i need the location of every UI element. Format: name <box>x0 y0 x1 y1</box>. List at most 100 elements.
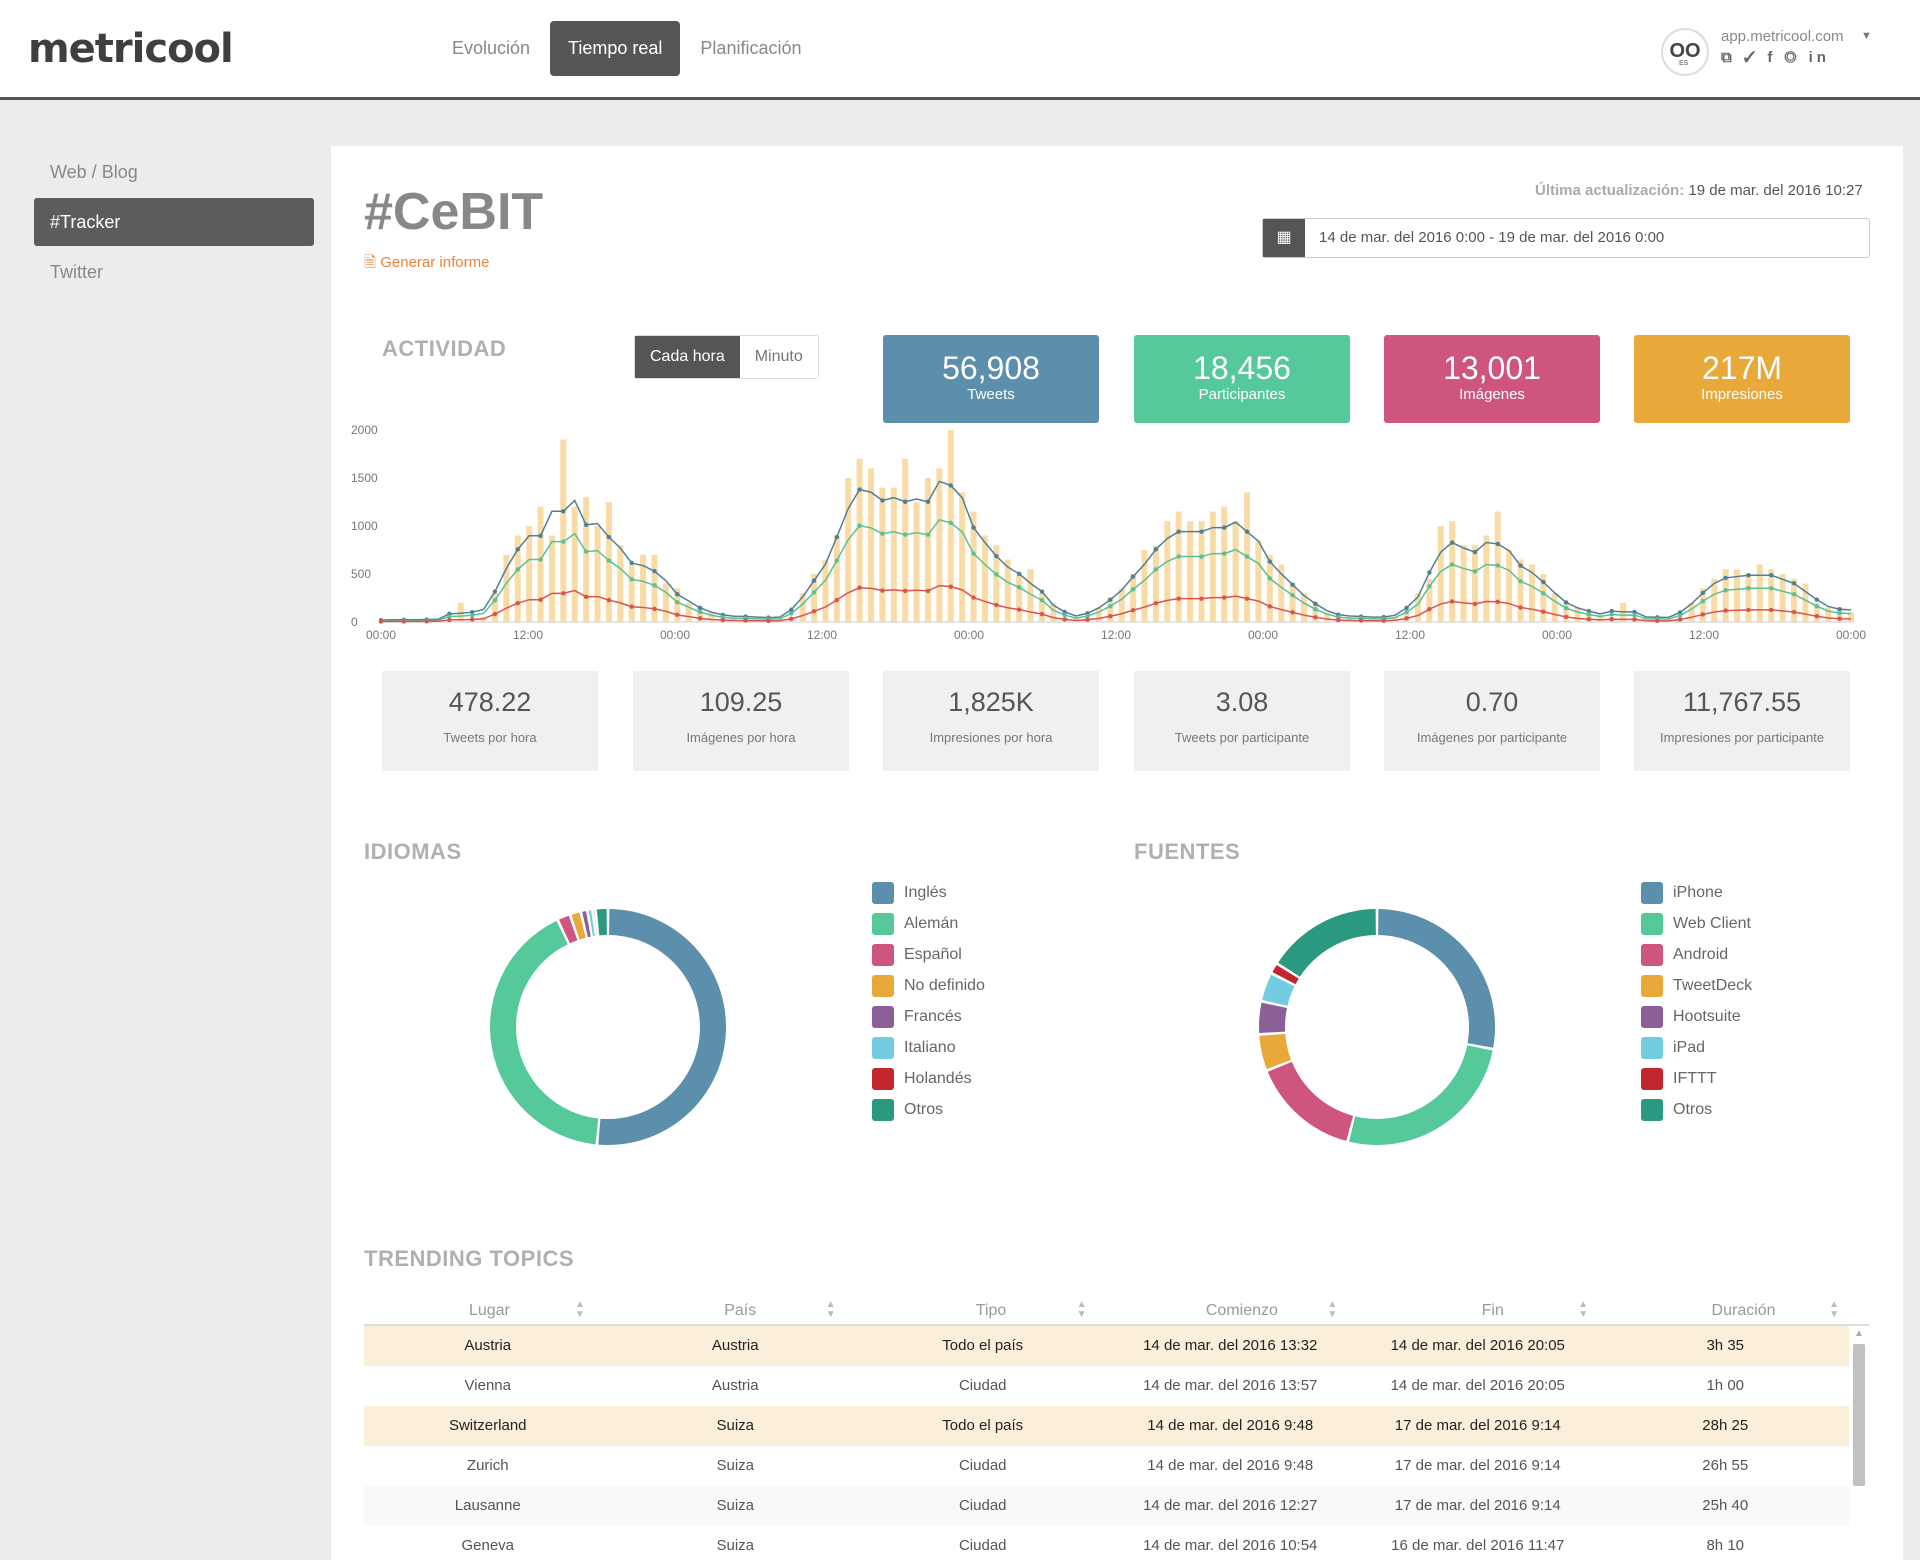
caret-down-icon[interactable]: ▼ <box>1861 30 1872 42</box>
series-point-tweets <box>1495 541 1500 547</box>
series-point-participantes <box>1153 567 1159 572</box>
nav-evolucion[interactable]: Evolución <box>452 38 531 58</box>
stat-label: Tweets por participante <box>1174 730 1310 745</box>
legend-label: Android <box>1673 945 1729 963</box>
table-cell: 3h 35 <box>1706 1337 1745 1354</box>
table-cell: Suiza <box>716 1537 755 1554</box>
sources-donut-chart[interactable] <box>1254 904 1500 1150</box>
series-point-imagenes <box>583 594 589 600</box>
source-legend-item[interactable]: iPhone <box>1641 877 1752 908</box>
activity-bar <box>1471 545 1478 622</box>
series-point-tweets <box>994 553 999 559</box>
series-point-imagenes <box>515 601 520 606</box>
series-point-tweets <box>697 605 703 611</box>
table-row[interactable]: Geneva Suiza Ciudad 14 de mar. del 2016 10:… <box>364 1526 1849 1560</box>
stat-value: 109.25 <box>699 687 783 717</box>
source-legend-item[interactable]: Web Client <box>1641 908 1752 939</box>
date-range-value[interactable]: 14 de mar. del 2016 0:00 - 19 de mar. de… <box>1319 229 1665 246</box>
activity-bar <box>959 492 966 622</box>
table-row[interactable]: Switzerland Suiza Todo el país 14 de mar. d… <box>364 1406 1849 1446</box>
series-point-tweets <box>971 525 976 530</box>
table-row[interactable]: Zurich Suiza Ciudad 14 de mar. del 2016 9:4… <box>364 1446 1849 1486</box>
source-legend-item[interactable]: IFTTT <box>1641 1063 1752 1094</box>
sort-icon[interactable]: ▲ ▼ <box>574 1299 585 1320</box>
language-legend-item[interactable]: Holandés <box>872 1063 985 1094</box>
language-legend-item[interactable]: Italiano <box>872 1032 985 1063</box>
activity-bar <box>1848 612 1854 622</box>
series-point-imagenes <box>1358 618 1364 623</box>
scrollbar-thumb[interactable] <box>1853 1344 1865 1486</box>
legend-label: Francés <box>904 1007 962 1025</box>
column-header[interactable]: País ▲ ▼ <box>615 1286 866 1324</box>
page-title: #CeBIT <box>364 183 544 241</box>
stat-value: 11,767.55 <box>1682 687 1802 717</box>
series-point-imagenes <box>1495 599 1500 605</box>
sidebar-item-tracker[interactable]: #Tracker <box>34 198 314 246</box>
language-legend-item[interactable]: Español <box>872 939 985 970</box>
toggle-hourly[interactable]: Cada hora <box>635 336 740 378</box>
activity-bar <box>1107 598 1114 622</box>
series-point-tweets <box>1313 601 1318 606</box>
column-header-label: Lugar <box>468 1302 510 1319</box>
donut-slice-espa-ol <box>559 915 578 944</box>
series-point-participantes <box>948 520 953 526</box>
language-legend-item[interactable]: Francés <box>872 1001 985 1032</box>
donut-slice-italiano <box>588 910 595 937</box>
account-name[interactable]: app.metricool.com <box>1721 28 1844 45</box>
donut-slice-hootsuite <box>1259 1002 1287 1033</box>
sidebar-item-twitter[interactable]: Twitter <box>50 262 104 282</box>
series-point-imagenes <box>857 585 862 590</box>
series-point-tweets <box>1199 529 1204 534</box>
language-legend-item[interactable]: Otros <box>872 1094 985 1125</box>
table-row[interactable]: Lausanne Suiza Ciudad 14 de mar. del 2016 1… <box>364 1486 1849 1526</box>
languages-donut-chart[interactable] <box>485 904 731 1150</box>
sidebar-item-web-blog[interactable]: Web / Blog <box>50 162 138 182</box>
source-legend-item[interactable]: Android <box>1641 939 1752 970</box>
table-scrollbar[interactable]: ▲ <box>1849 1328 1869 1508</box>
sort-icon[interactable]: ▲ ▼ <box>1578 1299 1589 1320</box>
account-switcher[interactable]: OO ES app.metricool.com ▼ ⧉ ✓ f ◎ in <box>1661 26 1901 78</box>
activity-bar <box>811 574 818 622</box>
table-row[interactable]: Vienna Austria Ciudad 14 de mar. del 2016 1… <box>364 1366 1849 1406</box>
nav-tiempo-real[interactable]: Tiempo real <box>550 21 681 76</box>
series-point-tweets <box>629 560 634 566</box>
stat-label: Imágenes por participante <box>1416 730 1568 745</box>
column-header[interactable]: Comienzo ▲ ▼ <box>1116 1286 1367 1324</box>
y-tick-label: 2000 <box>351 423 378 437</box>
y-tick-label: 500 <box>351 567 371 581</box>
language-legend-item[interactable]: Inglés <box>872 877 985 908</box>
stat-label: Tweets por hora <box>443 730 537 745</box>
source-legend-item[interactable]: Otros <box>1641 1094 1752 1125</box>
series-point-imagenes <box>902 588 908 594</box>
metricool-logo[interactable]: metricool <box>28 26 234 72</box>
activity-bar <box>799 593 806 622</box>
calendar-icon[interactable]: ▦ <box>1263 219 1305 257</box>
series-point-imagenes <box>720 617 726 623</box>
sort-icon[interactable]: ▲ ▼ <box>825 1299 836 1320</box>
table-row[interactable]: Austria Austria Todo el país 14 de mar. del… <box>364 1326 1849 1366</box>
scroll-up-icon[interactable]: ▲ <box>1854 1328 1864 1339</box>
column-header[interactable]: Duración ▲ ▼ <box>1618 1286 1869 1324</box>
sort-icon[interactable]: ▲ ▼ <box>1327 1299 1338 1320</box>
language-legend-item[interactable]: Alemán <box>872 908 985 939</box>
series-point-tweets <box>652 568 657 574</box>
donut-slice-tweetdeck <box>1259 1033 1292 1070</box>
column-header[interactable]: Lugar ▲ ▼ <box>364 1286 615 1324</box>
column-header[interactable]: Fin ▲ ▼ <box>1367 1286 1618 1324</box>
date-range-picker[interactable]: ▦ 14 de mar. del 2016 0:00 - 19 de mar. … <box>1262 218 1870 258</box>
activity-bar <box>1449 521 1456 622</box>
source-legend-item[interactable]: Hootsuite <box>1641 1001 1752 1032</box>
activity-chart[interactable]: 2000 1500 1000 500 0 00:00 12:00 00:00 12:00 00:0… <box>351 418 1871 808</box>
toggle-minute[interactable]: Minuto <box>754 348 803 365</box>
table-cell: 26h 55 <box>1702 1457 1749 1474</box>
sort-icon[interactable]: ▲ ▼ <box>1076 1299 1087 1320</box>
generate-report-link[interactable]: 🗎 Generar informe <box>364 252 489 277</box>
language-legend-item[interactable]: No definido <box>872 970 985 1001</box>
source-legend-item[interactable]: iPad <box>1641 1032 1752 1063</box>
series-point-imagenes <box>1677 617 1683 622</box>
nav-planificacion[interactable]: Planificación <box>700 38 802 58</box>
sort-icon[interactable]: ▲ ▼ <box>1829 1299 1839 1320</box>
column-header[interactable]: Tipo ▲ ▼ <box>866 1286 1117 1324</box>
avatar[interactable]: OO ES <box>1661 28 1709 76</box>
source-legend-item[interactable]: TweetDeck <box>1641 970 1752 1001</box>
